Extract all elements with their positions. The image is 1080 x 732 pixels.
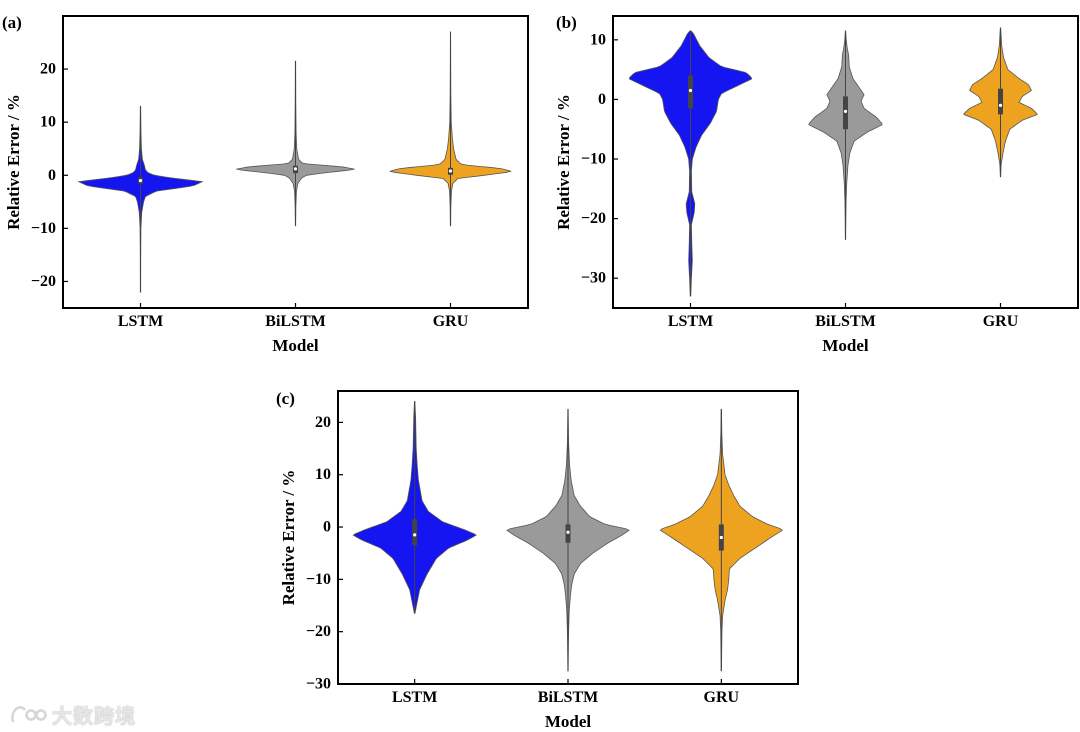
y-tick-label: 0: [48, 167, 56, 184]
x-tick-label: GRU: [433, 313, 469, 330]
y-tick-label: 0: [598, 91, 606, 108]
y-tick-label: 10: [315, 466, 331, 483]
x-axis-title: Model: [545, 712, 592, 731]
y-tick-label: −10: [581, 151, 606, 168]
watermark: 大数跨境: [10, 700, 136, 729]
violin-median-dot: [719, 535, 723, 540]
x-tick-label: GRU: [704, 689, 740, 706]
violin-median-dot: [998, 103, 1003, 107]
y-tick-label: 0: [323, 519, 331, 536]
violin-median-dot: [688, 88, 693, 93]
violin-median-dot: [843, 109, 848, 113]
watermark-text: 大数跨境: [52, 704, 136, 728]
x-axis-title: Model: [822, 336, 869, 355]
x-tick-label: LSTM: [118, 313, 163, 330]
y-tick-label: 20: [315, 414, 331, 431]
x-tick-label: LSTM: [668, 313, 713, 330]
violin-median-dot: [448, 169, 453, 173]
violin-median-dot: [138, 178, 143, 183]
violin-iqr-box: [998, 88, 1003, 115]
y-axis-title: Relative Error / %: [279, 470, 298, 606]
violin-iqr-box: [412, 519, 418, 546]
watermark-logo-icon: [11, 705, 47, 722]
y-tick-label: −30: [581, 270, 606, 287]
violin-median-dot: [413, 533, 417, 537]
violin-median-dot: [566, 530, 570, 534]
x-tick-label: BiLSTM: [265, 313, 325, 330]
x-tick-label: GRU: [983, 313, 1019, 330]
panel-label: (a): [2, 13, 22, 32]
y-tick-label: 10: [40, 114, 56, 131]
panel-b: (b) −30 −20 −10 0 10 LSTM BiLSTM GRU Model Relativ…: [554, 13, 1079, 355]
panel-c: (c) −30 −20 −10 0 10 20 LSTM BiLSTM GRU Model Relat…: [276, 389, 799, 731]
y-tick-label: −10: [306, 571, 331, 588]
y-tick-label: 10: [590, 31, 606, 48]
y-axis-title: Relative Error / %: [4, 94, 23, 230]
y-tick-label: −20: [31, 273, 56, 290]
panel-label: (b): [556, 13, 577, 32]
y-tick-label: −20: [306, 623, 331, 640]
x-tick-label: BiLSTM: [538, 689, 598, 706]
y-axis-title: Relative Error / %: [554, 94, 573, 230]
y-tick-label: −30: [306, 676, 331, 693]
violin-median-dot: [293, 167, 298, 171]
y-tick-label: −10: [31, 220, 56, 237]
x-tick-label: BiLSTM: [815, 313, 875, 330]
x-axis-title: Model: [272, 336, 319, 355]
x-tick-label: LSTM: [392, 689, 437, 706]
panel-label: (c): [276, 389, 295, 408]
panel-a: (a) −20 −10 0 10 20 LSTM BiLSTM GRU Model Relative…: [2, 13, 529, 355]
y-tick-label: −20: [581, 210, 606, 227]
y-tick-label: 20: [40, 61, 56, 78]
